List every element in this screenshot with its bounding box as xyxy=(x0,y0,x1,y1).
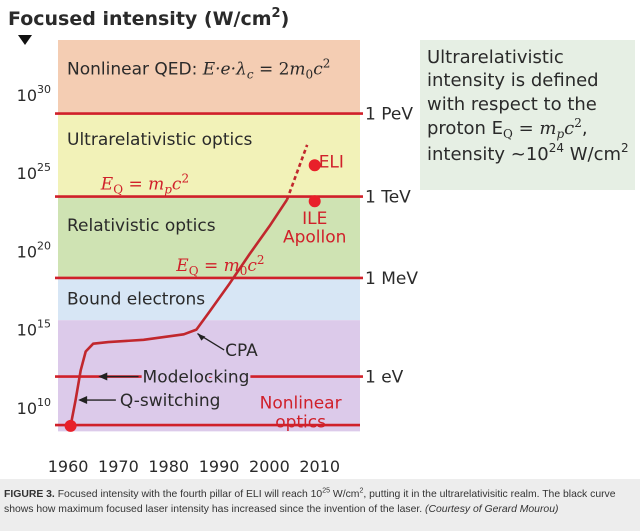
y-axis-arrow-icon xyxy=(18,35,32,45)
caption-exponent: 25 xyxy=(322,487,331,495)
threshold-label-electron: EQ = m0c2 xyxy=(175,253,264,278)
caption-area: FIGURE 3. Focused intensity with the fou… xyxy=(0,479,640,531)
threshold-label-optics: optics xyxy=(275,412,326,432)
axes: 1960 1970 1980 1990 2000 2010 1010 1015 1020 1025… xyxy=(8,6,340,476)
figure-caption: FIGURE 3. Focused intensity with the fou… xyxy=(4,488,636,517)
region-label-qed: Nonlinear QED: E·e·λc = 2m0c2 xyxy=(67,56,330,81)
energy-label-1: 1 TeV xyxy=(365,188,411,208)
x-tick-2000: 2000 xyxy=(249,457,290,476)
point-label-apollon: Apollon xyxy=(283,228,346,248)
y-tick-1e20: 1020 xyxy=(17,239,51,261)
energy-label-0: 1 PeV xyxy=(365,105,413,125)
modelocking-arrow-head xyxy=(98,372,108,381)
point-label-ile: ILE xyxy=(302,209,327,229)
cpa-arrow-head xyxy=(197,333,206,341)
caption-text-c: , putting it in the ultrarelativisitic r… xyxy=(4,489,616,515)
energy-label-3: 1 eV xyxy=(365,368,404,388)
curve-projection xyxy=(285,144,309,201)
annotation-modelocking: Modelocking xyxy=(143,368,250,388)
annotation-cpa: CPA xyxy=(225,341,258,361)
side-note-line4: proton EQ = mpc2, xyxy=(427,116,588,141)
region-label-ultrarelativistic: Ultrarelativistic optics xyxy=(67,130,253,150)
x-tick-2010: 2010 xyxy=(299,457,340,476)
point-label-eli: ELI xyxy=(319,153,344,173)
data-point-1 xyxy=(308,195,321,208)
side-note-line2: intensity is defined xyxy=(427,70,599,91)
caption-sup: 2 xyxy=(359,487,364,495)
region-band-1 xyxy=(58,113,360,197)
y-tick-1e25: 1025 xyxy=(17,161,51,183)
y-tick-1e10: 1010 xyxy=(17,396,51,418)
side-note-box xyxy=(420,40,635,190)
chart-title: Focused intensity (W/cm2) xyxy=(8,6,289,30)
region-label-relativistic: Relativistic optics xyxy=(67,216,216,236)
side-note-line5: intensity ~1024 W/cm2 xyxy=(427,141,629,165)
side-note-line3: with respect to the xyxy=(427,94,597,115)
curve-line xyxy=(69,198,289,427)
y-tick-1e30: 1030 xyxy=(17,83,51,105)
annotation-qswitching: Q-switching xyxy=(120,391,221,411)
y-tick-1e15: 1015 xyxy=(17,318,51,340)
intensity-chart: Nonlinear QED: E·e·λc = 2m0c2 Ultrarelati… xyxy=(8,6,635,476)
threshold-label-nonlinear: Nonlinear xyxy=(260,394,342,414)
side-note-line1: Ultrarelativistic xyxy=(427,47,564,68)
x-tick-1980: 1980 xyxy=(148,457,189,476)
chart-labels: Nonlinear QED: E·e·λc = 2m0c2 Ultrarelati… xyxy=(67,40,635,432)
data-point-0 xyxy=(308,159,321,172)
caption-text-a: Focused intensity with the fourth pillar… xyxy=(54,489,323,500)
x-tick-1990: 1990 xyxy=(199,457,240,476)
data-point-2 xyxy=(64,419,77,432)
region-band-0 xyxy=(58,40,360,114)
region-band-2 xyxy=(58,196,360,278)
region-label-bound-electrons: Bound electrons xyxy=(67,290,205,310)
caption-credit: (Courtesy of Gerard Mourou) xyxy=(425,503,559,515)
x-tick-1970: 1970 xyxy=(98,457,139,476)
threshold-label-proton: EQ = mpc2 xyxy=(100,172,189,197)
figure-label: FIGURE 3. xyxy=(4,489,55,500)
qswitching-arrow-head xyxy=(78,396,88,405)
x-tick-1960: 1960 xyxy=(48,457,89,476)
energy-label-2: 1 MeV xyxy=(365,269,418,289)
intensity-curve xyxy=(64,144,321,432)
caption-text-b: W/cm xyxy=(330,489,360,500)
